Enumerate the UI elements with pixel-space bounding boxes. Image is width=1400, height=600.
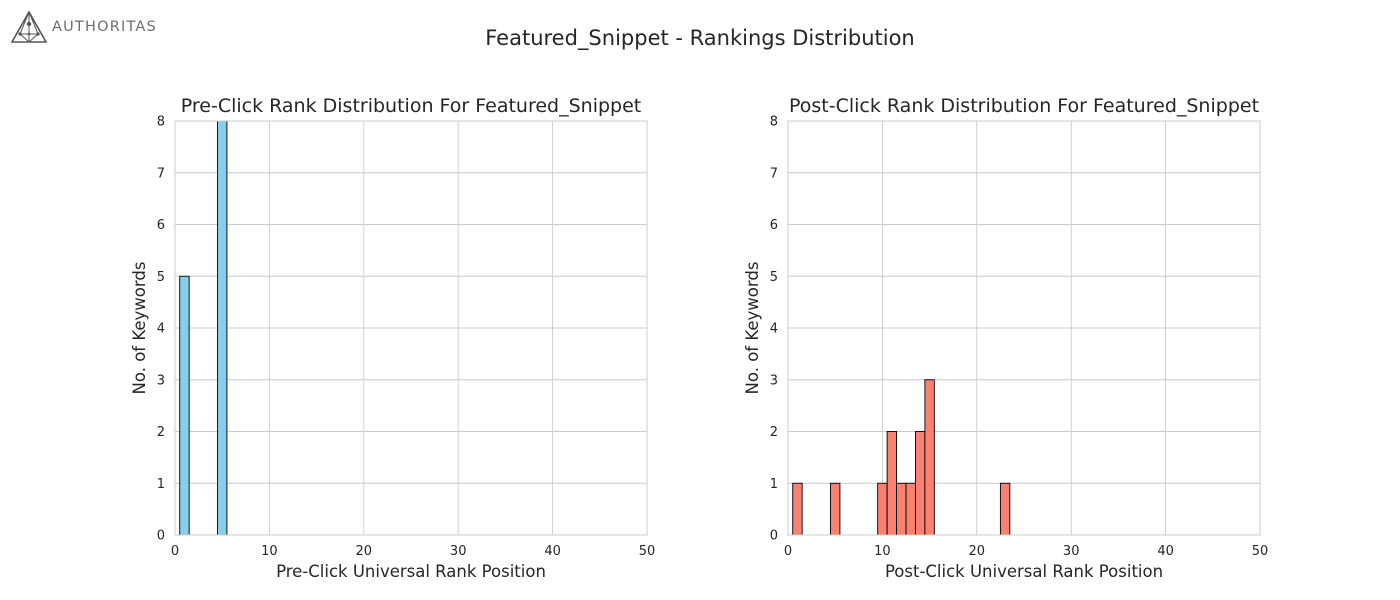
chart-2: 0 1 2 3 4 5 6 7 8 0 10 20 30 40 50 Post-Click Universal… (743, 95, 1268, 581)
y-tick-label: 0 (157, 529, 165, 544)
x-axis-label: Post-Click Universal Rank Position (885, 562, 1163, 581)
histogram-bar (905, 482, 916, 536)
histogram-bar (179, 275, 190, 536)
x-tick-label: 40 (544, 544, 561, 559)
y-tick-label: 3 (157, 373, 165, 388)
y-tick-label: 6 (770, 218, 778, 233)
y-tick-label: 6 (157, 218, 165, 233)
authoritas-logo: AUTHORITAS (10, 10, 157, 44)
x-tick-label: 0 (784, 544, 792, 559)
authoritas-triangle-logo-icon (10, 10, 48, 43)
logo-text: AUTHORITAS (52, 19, 157, 35)
histogram-bar (886, 431, 898, 536)
x-axis-label: Pre-Click Universal Rank Position (276, 562, 546, 581)
x-tick-label: 20 (356, 544, 373, 559)
y-tick-label: 1 (157, 477, 165, 492)
histogram-bar (914, 431, 926, 536)
y-tick-label: 4 (157, 322, 165, 337)
y-tick-label: 8 (770, 115, 778, 130)
x-tick-label: 0 (171, 544, 179, 559)
y-tick-label: 7 (157, 166, 165, 181)
y-tick-label: 2 (157, 425, 165, 440)
x-tick-label: 30 (1063, 544, 1080, 559)
x-tick-label: 10 (874, 544, 891, 559)
x-tick-label: 40 (1157, 544, 1174, 559)
y-tick-label: 5 (770, 270, 778, 285)
y-tick-label: 2 (770, 425, 778, 440)
figure-title: Featured_Snippet - Rankings Distribution (485, 26, 915, 50)
y-tick-label: 8 (157, 115, 165, 130)
x-tick-label: 50 (639, 544, 656, 559)
y-tick-label: 7 (770, 166, 778, 181)
histogram-bar (896, 482, 907, 536)
y-axis-label: No. of Keywords (130, 262, 149, 395)
histogram-bar (217, 120, 228, 536)
chart-1: 0 1 2 3 4 5 6 7 8 0 10 20 30 40 50 Pre-Click Universal … (130, 95, 655, 581)
chart-title: Post-Click Rank Distribution For Feature… (789, 95, 1259, 117)
x-tick-label: 10 (261, 544, 278, 559)
plot-frame (174, 120, 648, 536)
chart-title: Pre-Click Rank Distribution For Featured… (181, 95, 642, 117)
histogram-bar (999, 482, 1011, 536)
histogram-bar (924, 379, 935, 536)
plot-frame (787, 120, 1261, 536)
x-tick-label: 30 (450, 544, 467, 559)
histogram-bar (830, 482, 841, 536)
y-tick-label: 4 (770, 322, 778, 337)
y-tick-label: 0 (770, 529, 778, 544)
y-tick-label: 5 (157, 270, 165, 285)
x-tick-label: 20 (969, 544, 986, 559)
histogram-bar (877, 482, 888, 536)
y-axis-label: No. of Keywords (743, 262, 762, 395)
x-tick-label: 50 (1252, 544, 1269, 559)
histogram-bar (792, 482, 803, 536)
y-tick-label: 1 (770, 477, 778, 492)
y-tick-label: 3 (770, 373, 778, 388)
